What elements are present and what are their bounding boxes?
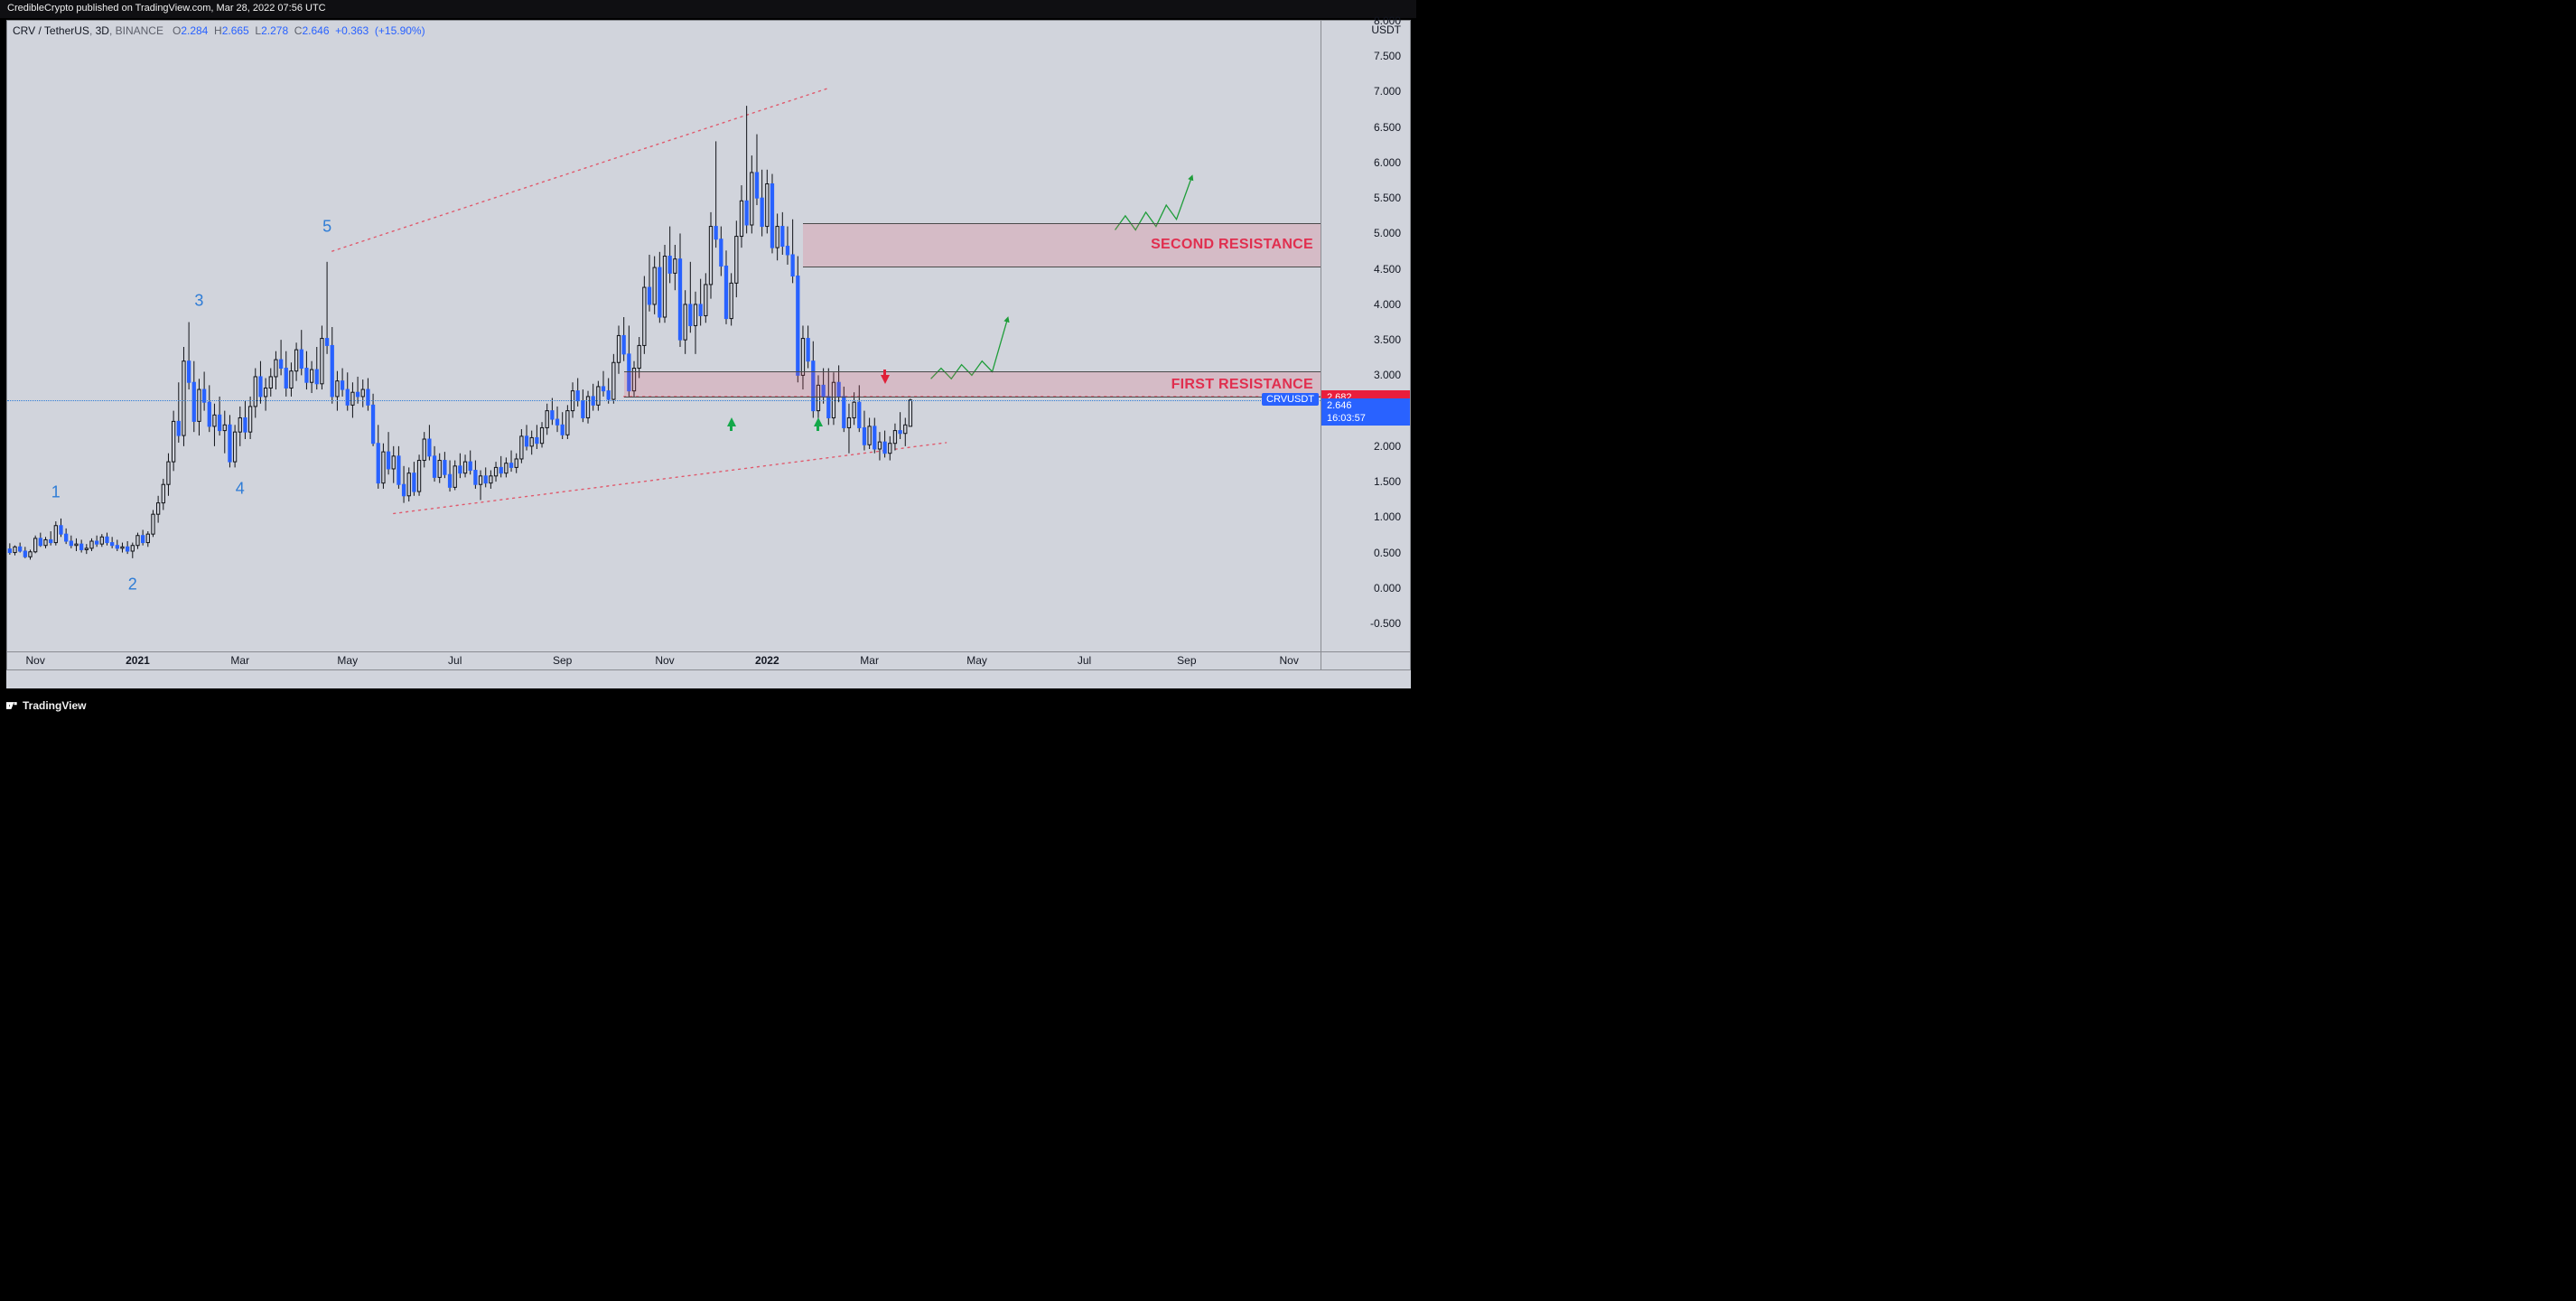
xaxis-tick: Nov	[655, 654, 674, 667]
last-price-line	[7, 400, 1321, 401]
yaxis-tick: 6.000	[1374, 156, 1401, 169]
elliott-wave-label: 2	[128, 575, 137, 594]
chart-panel: CRV / TetherUS, 3D, BINANCE O2.284 H2.66…	[6, 20, 1411, 688]
pair-tag: CRVUSDT	[1262, 393, 1319, 406]
xaxis-tick: 2021	[126, 654, 150, 667]
ohlc-change: +0.363	[335, 24, 369, 37]
yaxis-tick: 3.000	[1374, 369, 1401, 381]
xaxis-tick: Sep	[1177, 654, 1196, 667]
yaxis-tick: 0.500	[1374, 547, 1401, 559]
tradingview-logo-icon	[6, 699, 19, 712]
elliott-wave-label: 4	[236, 479, 245, 498]
yaxis-tick: 2.000	[1374, 440, 1401, 453]
ohlc-low: 2.278	[261, 24, 288, 37]
xaxis-tick: Nov	[1280, 654, 1299, 667]
xaxis-tick: May	[966, 654, 987, 667]
arrow-up-icon	[727, 417, 736, 426]
resistance-label-second: SECOND RESISTANCE	[1151, 237, 1313, 253]
price-axis[interactable]: USDT -0.5000.0000.5001.0001.5002.0002.50…	[1321, 20, 1411, 652]
yaxis-tick: -0.500	[1370, 617, 1401, 630]
ohlc-close: 2.646	[302, 24, 329, 37]
elliott-wave-label: 1	[51, 482, 61, 501]
arrow-up-icon	[814, 417, 823, 426]
yaxis-tick: 6.500	[1374, 121, 1401, 134]
elliott-wave-label: 3	[194, 291, 203, 310]
yaxis-tick: 7.000	[1374, 85, 1401, 98]
ohlc-open: 2.284	[181, 24, 208, 37]
ohlc-change-pct: (+15.90%)	[375, 24, 425, 37]
symbol-pair: CRV / TetherUS	[13, 24, 89, 37]
chart-plot-area[interactable]: CRV / TetherUS, 3D, BINANCE O2.284 H2.66…	[6, 20, 1321, 652]
xaxis-tick: Jul	[448, 654, 462, 667]
xaxis-tick: Mar	[230, 654, 249, 667]
yaxis-tick: 4.500	[1374, 263, 1401, 276]
tradingview-footer-logo: TradingView	[6, 699, 86, 712]
symbol-info-row: CRV / TetherUS, 3D, BINANCE O2.284 H2.66…	[13, 24, 425, 37]
resistance-label-first: FIRST RESISTANCE	[1171, 377, 1313, 393]
xaxis-tick: 2022	[755, 654, 779, 667]
elliott-wave-label: 5	[322, 217, 331, 236]
resistance-zone-first: FIRST RESISTANCE	[624, 371, 1321, 398]
yaxis-tick: 0.000	[1374, 582, 1401, 594]
symbol-exchange: BINANCE	[116, 24, 163, 37]
yaxis-tick: 7.500	[1374, 50, 1401, 62]
yaxis-tick: 4.000	[1374, 298, 1401, 311]
xaxis-tick: Mar	[860, 654, 879, 667]
candlestick-layer	[7, 21, 1321, 652]
price-tag-last: 2.64616:03:57	[1321, 398, 1410, 426]
yaxis-tick: 3.500	[1374, 333, 1401, 346]
xaxis-tick: Jul	[1078, 654, 1091, 667]
xaxis-tick: Nov	[25, 654, 44, 667]
arrow-down-icon	[881, 375, 890, 384]
xaxis-tick: Sep	[553, 654, 572, 667]
yaxis-tick: 5.000	[1374, 227, 1401, 239]
symbol-interval: 3D	[96, 24, 109, 37]
axis-corner	[1321, 652, 1411, 670]
tradingview-screenshot: CredibleCrypto published on TradingView.…	[0, 0, 1416, 716]
publish-header-text: CredibleCrypto published on TradingView.…	[7, 3, 326, 14]
ohlc-high: 2.665	[222, 24, 249, 37]
yaxis-tick: 1.500	[1374, 475, 1401, 488]
time-axis[interactable]: Nov 2021 Mar May Jul Sep Nov 2022 Mar May Jul Sep No…	[6, 652, 1321, 670]
xaxis-tick: May	[337, 654, 358, 667]
yaxis-tick: 8.000	[1374, 14, 1401, 27]
yaxis-tick: 1.000	[1374, 510, 1401, 523]
yaxis-tick: 5.500	[1374, 192, 1401, 204]
resistance-zone-second: SECOND RESISTANCE	[803, 223, 1321, 267]
tradingview-footer-text: TradingView	[23, 699, 86, 712]
publish-header: CredibleCrypto published on TradingView.…	[0, 0, 1416, 18]
